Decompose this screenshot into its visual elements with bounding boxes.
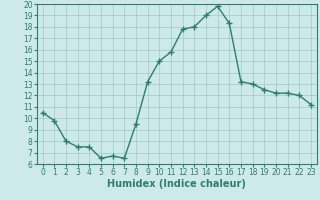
X-axis label: Humidex (Indice chaleur): Humidex (Indice chaleur)	[108, 179, 246, 189]
